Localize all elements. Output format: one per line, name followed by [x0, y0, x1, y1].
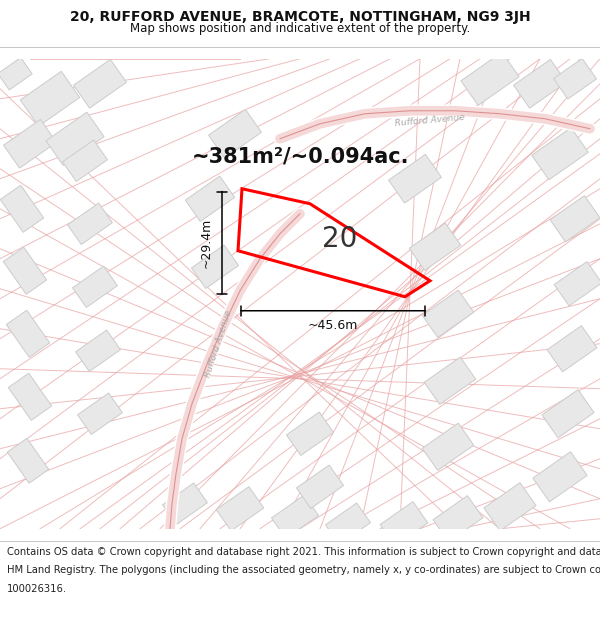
Bar — [296, 465, 344, 509]
Bar — [461, 52, 519, 106]
Bar — [550, 196, 600, 242]
Text: ~45.6m: ~45.6m — [308, 319, 358, 332]
Bar — [542, 389, 594, 438]
Bar — [76, 330, 121, 371]
Bar — [547, 326, 597, 372]
Bar — [4, 119, 56, 168]
Text: Rufford Avenue: Rufford Avenue — [203, 309, 233, 379]
Bar — [62, 140, 107, 181]
Text: Contains OS data © Crown copyright and database right 2021. This information is : Contains OS data © Crown copyright and d… — [7, 546, 600, 556]
Text: ~29.4m: ~29.4m — [199, 217, 212, 268]
Bar — [185, 176, 235, 221]
Bar — [0, 185, 44, 232]
Bar — [380, 502, 428, 546]
Bar — [7, 438, 49, 483]
Bar — [0, 58, 32, 90]
Bar — [433, 496, 483, 542]
Bar — [46, 112, 104, 166]
Bar — [286, 412, 334, 456]
Text: HM Land Registry. The polygons (including the associated geometry, namely x, y c: HM Land Registry. The polygons (includin… — [7, 565, 600, 575]
Bar — [422, 290, 474, 338]
Bar — [20, 71, 80, 126]
Text: Rufford Avenue: Rufford Avenue — [395, 113, 466, 128]
Bar — [389, 154, 442, 203]
Text: 20, RUFFORD AVENUE, BRAMCOTE, NOTTINGHAM, NG9 3JH: 20, RUFFORD AVENUE, BRAMCOTE, NOTTINGHAM… — [70, 10, 530, 24]
Bar — [514, 59, 566, 108]
Bar — [409, 223, 461, 271]
Bar — [484, 482, 536, 531]
Bar — [8, 373, 52, 420]
Bar — [422, 423, 474, 471]
Bar — [6, 310, 50, 358]
Bar — [553, 59, 596, 99]
Bar — [73, 266, 118, 308]
Bar — [191, 245, 239, 289]
Bar — [209, 109, 262, 158]
Bar — [163, 483, 208, 524]
Text: ~381m²/~0.094ac.: ~381m²/~0.094ac. — [191, 147, 409, 167]
Bar — [77, 393, 122, 434]
Text: 20: 20 — [322, 225, 358, 253]
Bar — [271, 495, 319, 539]
Bar — [68, 203, 112, 244]
Bar — [326, 503, 370, 544]
Bar — [216, 487, 264, 531]
Bar — [424, 357, 476, 404]
Text: 100026316.: 100026316. — [7, 584, 67, 594]
Bar — [533, 452, 587, 502]
Bar — [3, 248, 47, 294]
Bar — [532, 127, 588, 180]
Text: Map shows position and indicative extent of the property.: Map shows position and indicative extent… — [130, 22, 470, 35]
Bar — [554, 262, 600, 306]
Bar — [74, 59, 127, 108]
